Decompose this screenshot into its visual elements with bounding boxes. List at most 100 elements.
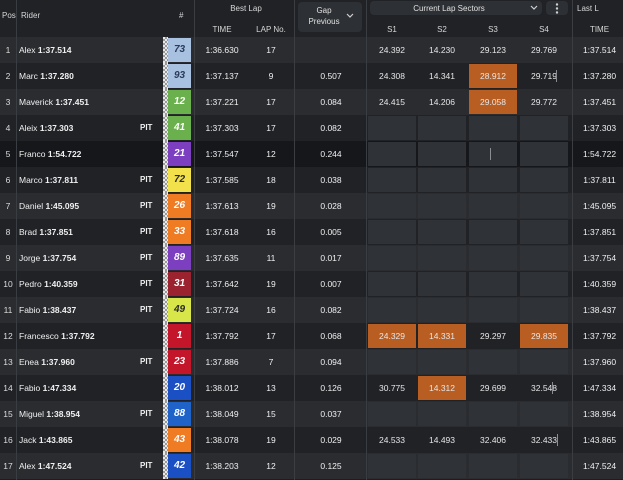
best-lap-time: 1:37.886	[205, 357, 239, 367]
checkered-flag-icon	[163, 167, 168, 193]
rider-name[interactable]: Maverick 1:37.451	[19, 89, 89, 115]
pit-indicator: PIT	[140, 305, 153, 314]
best-lap-number: 17	[266, 97, 276, 107]
rider-name[interactable]: Miguel 1:38.954	[19, 401, 80, 427]
rider-name[interactable]: Enea 1:37.960	[19, 349, 75, 375]
sector-s1-cell	[368, 298, 416, 322]
sector-s1-cell: 24.308	[379, 71, 405, 81]
rider-number-badge: 41	[168, 116, 191, 140]
rider-number-badge: 89	[168, 246, 191, 270]
pit-indicator: PIT	[140, 279, 153, 288]
best-time-header: TIME	[212, 25, 232, 34]
rider-first-name: Fabio	[19, 383, 41, 393]
table-row[interactable]: 16 Jack 1:43.865 43 1:38.078 19 0.029 24.533 14…	[0, 427, 623, 453]
table-row[interactable]: 8 Brad 1:37.851 PIT 33 1:37.618 16 0.005 1:37.8…	[0, 219, 623, 245]
table-row[interactable]: 1 Alex 1:37.514 73 1:36.630 17 24.392 14.230 29…	[0, 37, 623, 63]
gap-previous: 0.017	[320, 253, 342, 263]
position-cell: 11	[3, 305, 13, 315]
sector-s4-cell	[520, 194, 568, 218]
rider-number-badge: 21	[168, 142, 191, 166]
sector-s1-cell: 24.392	[379, 45, 405, 55]
checkered-flag-icon	[163, 115, 168, 141]
sector-s4-cell	[520, 350, 568, 374]
rider-name[interactable]: Daniel 1:45.095	[19, 193, 79, 219]
last-lap-time: 1:47.334	[582, 383, 617, 393]
gap-previous-dropdown[interactable]: Gap Previous	[298, 2, 362, 32]
rider-last-name: 1:37.811	[45, 175, 79, 185]
table-row[interactable]: 10 Pedro 1:40.359 PIT 31 1:37.642 19 0.007 1:40…	[0, 271, 623, 297]
best-lap-time: 1:37.635	[205, 253, 239, 263]
rider-name[interactable]: Jorge 1:37.754	[19, 245, 76, 271]
rider-name[interactable]: Brad 1:37.851	[19, 219, 73, 245]
gap-previous: 0.244	[320, 149, 342, 159]
rider-last-name: 1:37.451	[55, 97, 89, 107]
best-lap-time: 1:37.792	[205, 331, 239, 341]
rider-number-badge: 12	[168, 90, 191, 114]
table-row[interactable]: 2 Marc 1:37.280 93 1:37.137 9 0.507 24.308 14.3…	[0, 63, 623, 89]
sector-progress-marker	[557, 434, 558, 446]
position-cell: 8	[5, 227, 11, 237]
sector-s2-cell: 14.312	[418, 376, 466, 400]
rider-name[interactable]: Franco 1:54.722	[19, 141, 81, 167]
sector-s4-cell: 32.433	[531, 435, 557, 445]
sector-s4-cell	[520, 220, 568, 244]
gap-previous: 0.007	[320, 279, 342, 289]
best-lap-number: 12	[266, 149, 276, 159]
sector-s1-cell: 24.533	[379, 435, 405, 445]
rider-name[interactable]: Alex 1:37.514	[19, 37, 71, 63]
sector-s2-cell: 14.206	[429, 97, 455, 107]
rider-first-name: Fabio	[19, 305, 41, 315]
best-lap-number: 16	[266, 305, 276, 315]
rider-last-name: 1:40.359	[44, 279, 78, 289]
best-lap-time: 1:37.303	[205, 123, 239, 133]
rider-name[interactable]: Alex 1:47.524	[19, 453, 71, 479]
table-row[interactable]: 9 Jorge 1:37.754 PIT 89 1:37.635 11 0.017 1:37.…	[0, 245, 623, 271]
table-row[interactable]: 7 Daniel 1:45.095 PIT 26 1:37.613 19 0.028 1:45…	[0, 193, 623, 219]
gap-previous: 0.038	[320, 175, 342, 185]
rider-number-badge: 93	[168, 64, 191, 88]
table-row[interactable]: 6 Marco 1:37.811 PIT 72 1:37.585 18 0.038 1:37.…	[0, 167, 623, 193]
sector-s1-cell	[368, 454, 416, 478]
best-lap-number: 12	[266, 461, 276, 471]
rider-name[interactable]: Aleix 1:37.303	[19, 115, 73, 141]
sector-s3-cell	[469, 298, 517, 322]
pit-indicator: PIT	[140, 409, 153, 418]
gap-previous	[296, 37, 366, 63]
rider-number-badge: 26	[168, 194, 191, 218]
rider-name[interactable]: Pedro 1:40.359	[19, 271, 78, 297]
table-row[interactable]: 3 Maverick 1:37.451 12 1:37.221 17 0.084 24.41…	[0, 89, 623, 115]
gap-previous: 0.029	[320, 435, 342, 445]
rider-name[interactable]: Fabio 1:38.437	[19, 297, 76, 323]
table-row[interactable]: 11 Fabio 1:38.437 PIT 49 1:37.724 16 0.082 1:38…	[0, 297, 623, 323]
sectors-dropdown[interactable]: Current Lap Sectors	[370, 1, 542, 15]
table-row[interactable]: 13 Enea 1:37.960 PIT 23 1:37.886 7 0.094 1:37.9…	[0, 349, 623, 375]
chevron-down-icon	[530, 5, 538, 10]
table-row[interactable]: 4 Aleix 1:37.303 PIT 41 1:37.303 17 0.082 1:37.…	[0, 115, 623, 141]
sector-progress-marker	[552, 382, 553, 394]
rider-number-badge: 73	[168, 38, 191, 62]
sector-progress-marker	[556, 70, 557, 82]
gap-previous: 0.084	[320, 97, 342, 107]
position-cell: 13	[3, 357, 13, 367]
table-row[interactable]: 12 Francesco 1:37.792 1 1:37.792 17 0.068 24.3…	[0, 323, 623, 349]
rider-name[interactable]: Marco 1:37.811	[19, 167, 78, 193]
rider-name[interactable]: Fabio 1:47.334	[19, 375, 76, 401]
pit-indicator: PIT	[140, 227, 153, 236]
previous-label: Previous	[308, 17, 340, 26]
rider-name[interactable]: Francesco 1:37.792	[19, 323, 95, 349]
table-row[interactable]: 14 Fabio 1:47.334 20 1:38.012 13 0.126 30.775 1…	[0, 375, 623, 401]
more-options-button[interactable]	[546, 1, 568, 15]
rider-name[interactable]: Marc 1:37.280	[19, 63, 74, 89]
sector-s3-cell: 29.123	[480, 45, 506, 55]
lap-no-header: LAP No.	[256, 25, 286, 34]
table-row[interactable]: 5 Franco 1:54.722 21 1:37.547 12 0.244 1:54.72…	[0, 141, 623, 167]
rider-last-name: 1:37.960	[41, 357, 75, 367]
checkered-flag-icon	[163, 193, 168, 219]
s1-header: S1	[387, 25, 397, 34]
sector-s3-cell	[469, 402, 517, 426]
table-row[interactable]: 15 Miguel 1:38.954 PIT 88 1:38.049 15 0.037 1:3…	[0, 401, 623, 427]
rider-name[interactable]: Jack 1:43.865	[19, 427, 72, 453]
table-row[interactable]: 17 Alex 1:47.524 PIT 42 1:38.203 12 0.125 1:47.…	[0, 453, 623, 479]
sector-s1-cell: 24.415	[379, 97, 405, 107]
checkered-flag-icon	[163, 271, 168, 297]
